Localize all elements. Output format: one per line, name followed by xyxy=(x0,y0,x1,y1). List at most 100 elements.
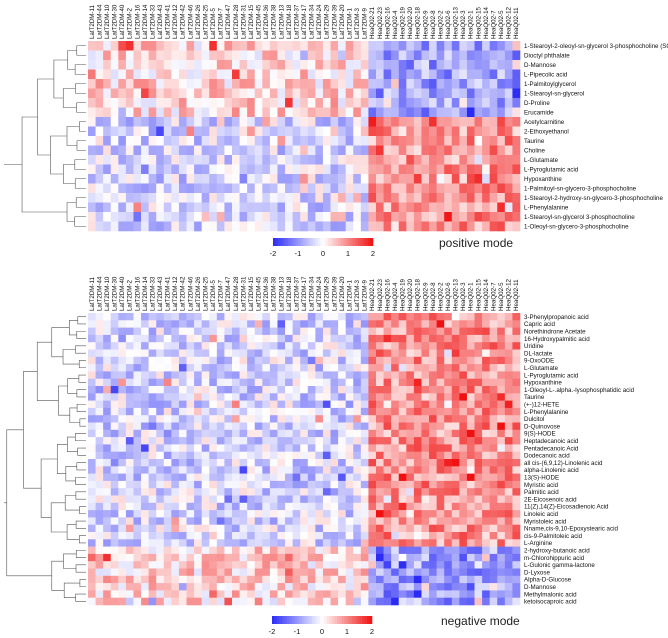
heatmap-cell xyxy=(209,145,218,156)
heatmap-cell xyxy=(209,320,218,328)
heatmap-cell xyxy=(277,349,286,358)
heatmap-cell xyxy=(512,60,521,70)
heatmap-cell xyxy=(444,532,453,540)
heatmap-cell xyxy=(125,193,134,203)
row-label: 11(Z),14(Z)-Eicosadienoic Acid xyxy=(524,504,609,511)
heatmap-cell xyxy=(163,561,172,569)
heatmap-cell xyxy=(376,466,384,474)
heatmap-cell xyxy=(262,524,271,533)
heatmap-cell xyxy=(269,174,278,184)
heatmap-cell xyxy=(489,539,498,547)
heatmap-cell xyxy=(482,386,490,394)
heatmap-cell xyxy=(156,378,165,387)
heatmap-cell xyxy=(239,334,248,343)
heatmap-cell xyxy=(285,466,293,474)
heatmap-cell xyxy=(118,495,127,504)
heatmap-cell xyxy=(383,459,392,467)
heatmap-cell xyxy=(429,327,437,336)
heatmap-cell xyxy=(269,539,278,547)
heatmap-cell xyxy=(406,88,415,99)
heatmap-cell xyxy=(466,386,475,394)
heatmap-cell xyxy=(125,164,134,175)
heatmap-cell xyxy=(269,407,278,416)
heatmap-cell xyxy=(133,480,142,489)
heatmap-cell xyxy=(345,422,354,431)
heatmap-cell xyxy=(163,41,172,51)
heatmap-cell xyxy=(216,155,225,165)
heatmap-cell xyxy=(497,546,506,555)
heatmap-cell xyxy=(353,145,362,156)
row-label: 9(S)-HODE xyxy=(524,431,556,438)
heatmap-cell xyxy=(194,473,202,482)
heatmap-cell xyxy=(497,597,506,606)
heatmap-cell xyxy=(322,393,331,401)
heatmap-cell xyxy=(459,164,468,175)
heatmap-cell xyxy=(194,415,202,423)
heatmap-cell xyxy=(201,41,210,51)
positive-row-dendrogram xyxy=(4,45,86,227)
heatmap-cell xyxy=(353,313,362,321)
heatmap-cell xyxy=(497,98,506,108)
heatmap-cell xyxy=(285,60,293,70)
heatmap-cell xyxy=(353,561,362,569)
heatmap-cell xyxy=(444,495,453,504)
heatmap-cell xyxy=(141,212,149,222)
heatmap-cell xyxy=(376,422,384,431)
heatmap-cell xyxy=(216,386,225,394)
heatmap-cell xyxy=(360,202,369,213)
heatmap-cell xyxy=(201,221,210,232)
heatmap-cell xyxy=(186,79,195,89)
heatmap-cell xyxy=(406,444,415,452)
heatmap-cell xyxy=(368,79,377,89)
heatmap-cell xyxy=(345,583,354,591)
heatmap-cell xyxy=(216,327,225,336)
heatmap-cell xyxy=(186,107,195,118)
heatmap-cell xyxy=(421,459,430,467)
heatmap-cell xyxy=(421,136,430,146)
column-label: HeaQ02-5 xyxy=(498,282,505,311)
heatmap-cell xyxy=(186,407,195,416)
heatmap-cell xyxy=(315,451,324,460)
heatmap-cell xyxy=(391,342,400,350)
heatmap-cell xyxy=(209,183,218,194)
heatmap-cell xyxy=(444,378,453,387)
heatmap-cell xyxy=(300,473,309,482)
heatmap-cell xyxy=(141,590,149,598)
heatmap-cell xyxy=(201,422,210,431)
heatmap-cell xyxy=(421,407,430,416)
heatmap-cell xyxy=(322,597,331,606)
heatmap-cell xyxy=(156,459,165,467)
heatmap-cell xyxy=(482,356,490,365)
heatmap-cell xyxy=(512,553,521,562)
heatmap-cell xyxy=(186,415,195,423)
heatmap-cell xyxy=(209,437,218,445)
dendrogram-branch xyxy=(63,553,77,569)
heatmap-cell xyxy=(429,41,437,51)
heatmap-cell xyxy=(489,473,498,482)
heatmap-cell xyxy=(163,136,172,146)
heatmap-cell xyxy=(466,393,475,401)
heatmap-cell xyxy=(421,517,430,525)
dendrogram-branch xyxy=(77,447,86,456)
heatmap-cell xyxy=(292,88,301,99)
heatmap-cell xyxy=(254,145,263,156)
heatmap-cell xyxy=(421,221,430,232)
heatmap-cell xyxy=(254,539,263,547)
heatmap-cell xyxy=(186,145,195,156)
heatmap-cell xyxy=(459,488,468,496)
heatmap-cell xyxy=(368,193,377,203)
heatmap-cell xyxy=(398,41,407,51)
heatmap-cell xyxy=(141,371,149,379)
heatmap-cell xyxy=(292,437,301,445)
heatmap-cell xyxy=(497,568,506,577)
heatmap-cell xyxy=(178,451,187,460)
column-label: HeaQ02-2 xyxy=(437,10,444,39)
column-label: HeaQ02-8 xyxy=(430,282,437,311)
heatmap-cell xyxy=(224,517,233,525)
heatmap-cell xyxy=(383,480,392,489)
heatmap-cell xyxy=(292,459,301,467)
heatmap-cell xyxy=(368,510,377,518)
heatmap-cell xyxy=(216,466,225,474)
heatmap-cell xyxy=(482,183,490,194)
heatmap-cell xyxy=(429,202,437,213)
